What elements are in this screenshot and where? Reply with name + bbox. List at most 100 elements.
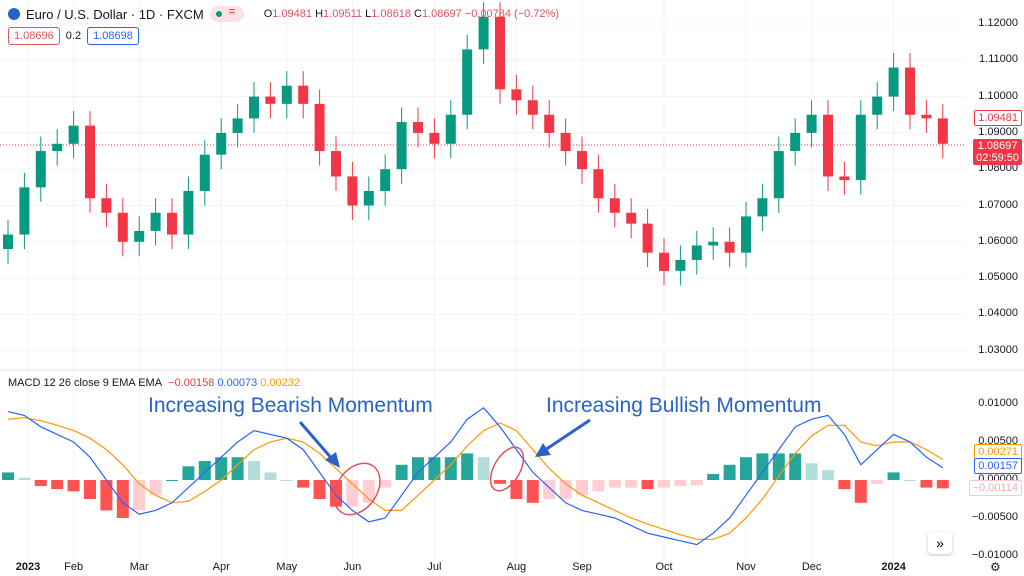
- candle: [741, 201, 751, 268]
- bearish-annotation: Increasing Bearish Momentum: [148, 394, 433, 417]
- symbol-header: Euro / U.S. Dollar · 1D · FXCM = O1.0948…: [8, 6, 559, 22]
- candle: [691, 230, 702, 275]
- candle: [527, 85, 538, 130]
- histogram-bar: [2, 472, 14, 480]
- macd-histogram-value: −0.00158: [168, 377, 215, 389]
- candle-body: [19, 187, 30, 235]
- candle: [396, 107, 407, 184]
- histogram-bar: [100, 480, 113, 511]
- macd-histogram: [2, 453, 949, 518]
- histogram-bar: [526, 480, 539, 503]
- equals-icon: =: [228, 6, 236, 18]
- candle: [905, 53, 915, 130]
- histogram-bar: [248, 461, 260, 480]
- candle: [511, 74, 522, 115]
- candle: [593, 154, 604, 213]
- histogram-bar: [920, 480, 933, 488]
- settings-gear-icon[interactable]: ⚙: [990, 560, 1001, 574]
- candle-body: [298, 85, 309, 104]
- low-value: 1.08618: [371, 8, 411, 20]
- candle: [167, 198, 177, 250]
- open-price-label: 1.09481: [974, 110, 1022, 126]
- macd-line: [7, 406, 944, 546]
- candle: [544, 100, 555, 148]
- symbol-title[interactable]: Euro / U.S. Dollar · 1D · FXCM: [26, 6, 204, 22]
- spread-value: 0.2: [65, 30, 82, 42]
- candle: [462, 34, 473, 130]
- candle: [708, 227, 719, 260]
- histogram-bar: [84, 480, 96, 499]
- histogram-bar: [362, 480, 375, 503]
- macd-value-label: 0.00157: [974, 458, 1022, 474]
- histogram-bar: [510, 480, 523, 499]
- candle-body: [331, 151, 341, 177]
- macd-signal-value: 0.00232: [260, 377, 301, 389]
- price-tick: 1.10000: [978, 89, 1018, 102]
- candle: [675, 245, 686, 286]
- candle: [380, 154, 391, 206]
- candle-body: [544, 114, 555, 133]
- scroll-to-realtime-button[interactable]: »: [928, 532, 952, 554]
- candle-body: [462, 49, 473, 115]
- candle-body: [757, 198, 768, 217]
- macd-line-value: 0.00073: [217, 377, 258, 389]
- candle-body: [265, 96, 276, 104]
- time-tick: Jul: [427, 561, 442, 573]
- candle-body: [117, 212, 128, 242]
- close-value: 1.08697: [421, 8, 462, 20]
- time-tick: Apr: [212, 561, 230, 573]
- candle: [724, 227, 735, 268]
- candle: [757, 183, 768, 231]
- candle: [85, 111, 95, 213]
- histogram-bar: [264, 472, 277, 480]
- time-tick: Dec: [801, 561, 822, 573]
- candle-body: [216, 132, 227, 155]
- time-tick: Nov: [736, 561, 756, 573]
- price-tick: 1.09000: [978, 125, 1018, 138]
- histogram-bar: [444, 457, 457, 480]
- low-label: L: [365, 8, 372, 20]
- macd-legend[interactable]: MACD 12 26 close 9 EMA EMA −0.00158 0.00…: [8, 377, 300, 389]
- candle-body: [773, 151, 784, 199]
- bullish-highlight-circle: [489, 446, 525, 492]
- candle: [855, 100, 866, 195]
- candle-body: [659, 252, 669, 271]
- candle-body: [527, 100, 538, 115]
- candle: [3, 220, 13, 264]
- candle: [872, 82, 883, 130]
- candle-body: [691, 245, 702, 260]
- open-value: 1.09481: [272, 8, 313, 20]
- candle-body: [741, 216, 751, 253]
- time-tick: Jun: [343, 561, 362, 573]
- ohlc-readout: O1.09481 H1.09511 L1.08618 C1.08697 −0.0…: [264, 8, 559, 20]
- candle-body: [839, 176, 850, 181]
- histogram-bar: [280, 480, 293, 481]
- price-tick: 1.05000: [978, 271, 1018, 284]
- candle-body: [3, 234, 13, 250]
- candle: [331, 136, 341, 191]
- macd-tick: −0.00500: [971, 511, 1018, 523]
- candle: [413, 107, 423, 148]
- histogram-bar: [690, 480, 703, 486]
- histogram-bar: [887, 472, 900, 480]
- candle-body: [429, 132, 440, 144]
- candle: [429, 118, 440, 159]
- candle-body: [68, 125, 79, 144]
- market-status-badge[interactable]: =: [209, 6, 244, 22]
- histogram-bar: [789, 453, 802, 480]
- close-label: C: [414, 8, 422, 20]
- candle-body: [577, 151, 587, 170]
- histogram-bar: [51, 480, 64, 490]
- candle: [363, 176, 374, 221]
- bearish-arrow-icon: [298, 421, 340, 468]
- bar-countdown: 02:59:50: [976, 152, 1019, 164]
- bullish-annotation: Increasing Bullish Momentum: [546, 394, 822, 417]
- candle: [134, 216, 145, 257]
- candle-body: [150, 212, 161, 231]
- candle: [35, 136, 46, 202]
- buy-button[interactable]: 1.08698: [87, 27, 139, 45]
- histogram-bar: [133, 480, 146, 511]
- sell-button[interactable]: 1.08696: [8, 27, 60, 45]
- time-tick: 2023: [15, 561, 41, 573]
